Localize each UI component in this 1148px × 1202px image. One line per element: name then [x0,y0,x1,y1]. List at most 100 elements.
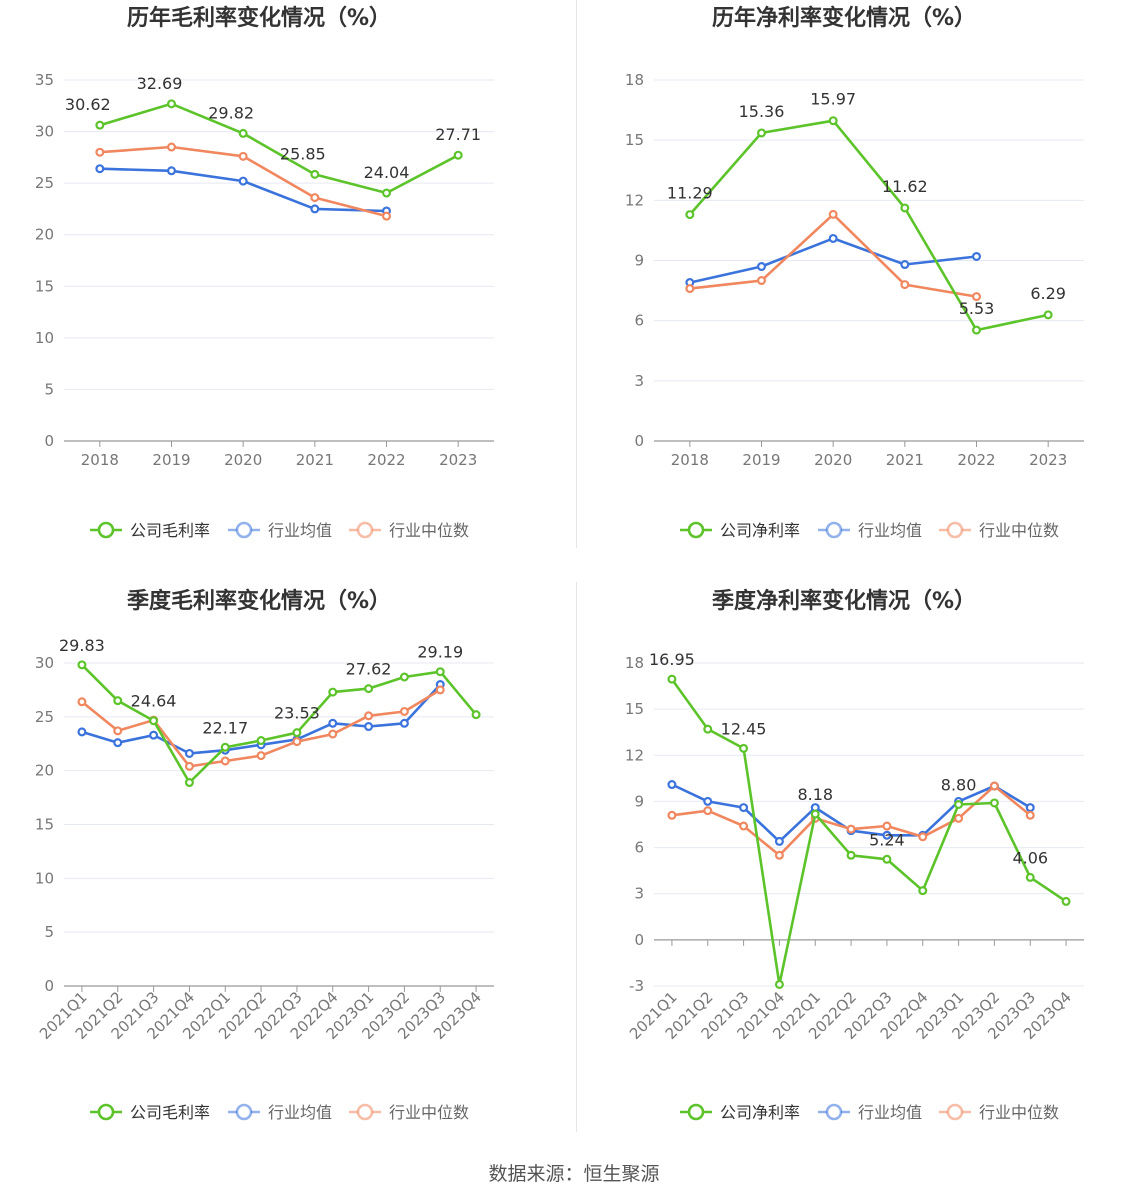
quarterly-gross-legend-item-avg[interactable]: 行业均值 [228,1103,332,1122]
quarterly-gross-company-point[interactable] [77,660,87,670]
quarterly-net-company-point[interactable] [1025,872,1035,882]
annual-net-legend-item-avg[interactable]: 行业均值 [818,521,922,540]
quarterly-gross-median-point[interactable] [328,729,338,739]
annual-gross-company-point[interactable] [453,150,463,160]
quarterly-net-median-point[interactable] [882,821,892,831]
quarterly-gross-legend-item-company[interactable]: 公司毛利率 [90,1103,210,1122]
quarterly-gross-avg-point[interactable] [77,727,87,737]
annual-gross-company-point[interactable] [238,128,248,138]
quarterly-gross-avg-point[interactable] [328,718,338,728]
quarterly-gross-avg-point[interactable] [399,718,409,728]
annual-gross-legend-item-median[interactable]: 行业中位数 [349,521,469,540]
annual-net-avg-point[interactable] [756,262,766,272]
annual-net-avg-point[interactable] [828,233,838,243]
quarterly-net-company-point[interactable] [739,743,749,753]
annual-net-median-point[interactable] [828,209,838,219]
quarterly-gross-company-point[interactable] [256,736,266,746]
quarterly-gross-median-point[interactable] [184,761,194,771]
annual-gross-avg-point[interactable] [238,176,248,186]
annual-gross-company-point[interactable] [167,99,177,109]
quarterly-net-company-point[interactable] [918,886,928,896]
quarterly-gross-company-point[interactable] [149,716,159,726]
quarterly-gross-median-point[interactable] [292,737,302,747]
annual-gross-avg-point[interactable] [310,204,320,214]
annual-net-avg-point[interactable] [900,260,910,270]
annual-net-company-point[interactable] [971,325,981,335]
annual-net-median-point[interactable] [971,292,981,302]
quarterly-net-company-point[interactable] [774,979,784,989]
quarterly-gross-company-point[interactable] [184,778,194,788]
annual-net-median-point[interactable] [900,280,910,290]
quarterly-net-company-point[interactable] [703,724,713,734]
quarterly-net-legend-item-avg[interactable]: 行业均值 [818,1103,922,1122]
quarterly-net-avg-point[interactable] [667,780,677,790]
annual-gross-avg-point[interactable] [95,164,105,174]
quarterly-net-median-point[interactable] [774,850,784,860]
annual-net-company-point[interactable] [685,210,695,220]
quarterly-net-avg-point[interactable] [703,796,713,806]
annual-net-median-point[interactable] [685,284,695,294]
quarterly-gross-company-point[interactable] [220,742,230,752]
quarterly-gross-avg-point[interactable] [149,730,159,740]
quarterly-gross-avg-point[interactable] [184,748,194,758]
quarterly-gross-median-point[interactable] [256,751,266,761]
annual-net-legend-item-company[interactable]: 公司净利率 [680,521,800,540]
annual-net-company-point[interactable] [900,203,910,213]
annual-gross-legend-item-company[interactable]: 公司毛利率 [90,521,210,540]
quarterly-net-company-point[interactable] [810,809,820,819]
annual-gross-median-point[interactable] [310,193,320,203]
annual-net-avg-point[interactable] [971,251,981,261]
quarterly-net-median-point[interactable] [989,781,999,791]
quarterly-net-avg-point[interactable] [882,830,892,840]
annual-gross-company-point[interactable] [382,188,392,198]
quarterly-gross-median-point[interactable] [435,685,445,695]
quarterly-net-avg-point[interactable] [1025,803,1035,813]
quarterly-gross-company-point[interactable] [113,696,123,706]
quarterly-net-company-point[interactable] [989,798,999,808]
quarterly-net-median-point[interactable] [1025,810,1035,820]
annual-gross-median-point[interactable] [382,211,392,221]
quarterly-gross-company-point[interactable] [328,687,338,697]
quarterly-net-median-point[interactable] [846,824,856,834]
quarterly-gross-median-point[interactable] [113,726,123,736]
quarterly-gross-legend-item-median[interactable]: 行业中位数 [349,1103,469,1122]
quarterly-gross-median-point[interactable] [77,697,87,707]
quarterly-net-company-point[interactable] [667,674,677,684]
annual-gross-company-point[interactable] [95,120,105,130]
quarterly-net-avg-point[interactable] [739,803,749,813]
quarterly-net-company-point[interactable] [1061,896,1071,906]
annual-gross-company-point[interactable] [310,169,320,179]
quarterly-net-median-point[interactable] [918,832,928,842]
quarterly-gross-avg-point[interactable] [364,722,374,732]
quarterly-gross-company-point[interactable] [292,728,302,738]
annual-gross-avg-point[interactable] [167,166,177,176]
quarterly-gross-company-point[interactable] [399,672,409,682]
quarterly-net-avg-point[interactable] [774,836,784,846]
annual-gross-legend-item-avg[interactable]: 行业均值 [228,521,332,540]
quarterly-net-median-point[interactable] [703,806,713,816]
quarterly-gross-company-point[interactable] [435,667,445,677]
quarterly-net-legend-item-median[interactable]: 行业中位数 [939,1103,1059,1122]
quarterly-gross-median-point[interactable] [220,756,230,766]
quarterly-net-median-point[interactable] [667,810,677,820]
quarterly-net-median-point[interactable] [954,813,964,823]
annual-net-company-point[interactable] [828,116,838,126]
quarterly-net-company-point[interactable] [846,850,856,860]
quarterly-net-median-point[interactable] [739,821,749,831]
annual-gross-median-point[interactable] [167,142,177,152]
annual-net-company-point[interactable] [1043,310,1053,320]
quarterly-net-company-point[interactable] [882,854,892,864]
quarterly-gross-company-point[interactable] [364,684,374,694]
annual-net-company-point[interactable] [756,128,766,138]
quarterly-net-company-point[interactable] [954,800,964,810]
quarterly-gross-median-point[interactable] [399,706,409,716]
quarterly-net-data-label: 8.80 [941,776,977,795]
quarterly-net-legend-item-company[interactable]: 公司净利率 [680,1103,800,1122]
annual-net-median-point[interactable] [756,276,766,286]
annual-net-legend-item-median[interactable]: 行业中位数 [939,521,1059,540]
quarterly-gross-avg-point[interactable] [113,738,123,748]
quarterly-gross-median-point[interactable] [364,711,374,721]
annual-gross-median-point[interactable] [95,147,105,157]
quarterly-gross-company-point[interactable] [471,710,481,720]
annual-gross-median-point[interactable] [238,151,248,161]
